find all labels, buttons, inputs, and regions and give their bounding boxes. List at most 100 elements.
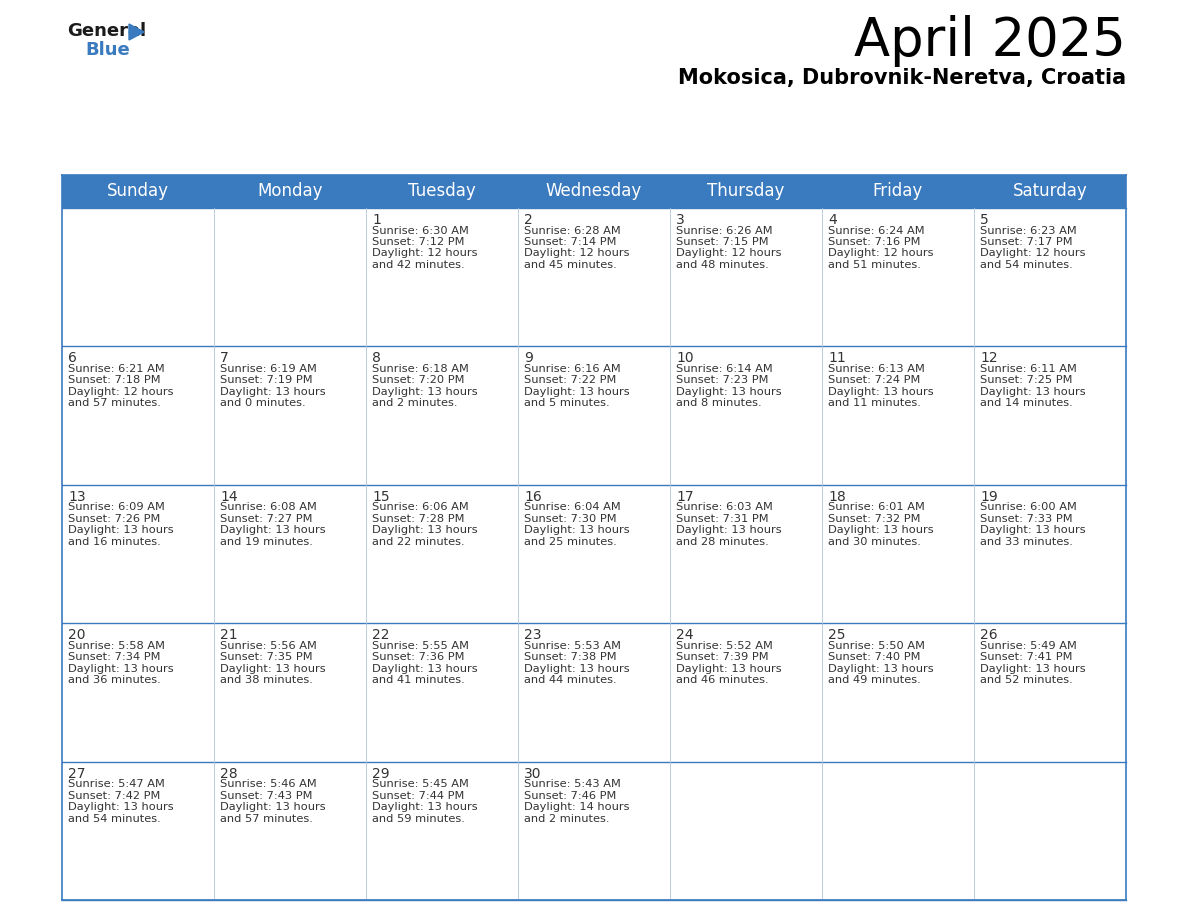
Text: Sunset: 7:35 PM: Sunset: 7:35 PM: [220, 652, 312, 662]
Text: Sunrise: 5:43 AM: Sunrise: 5:43 AM: [524, 779, 621, 789]
Text: and 22 minutes.: and 22 minutes.: [372, 537, 465, 547]
Text: Sunset: 7:28 PM: Sunset: 7:28 PM: [372, 514, 465, 524]
Text: 3: 3: [676, 213, 684, 227]
Text: 10: 10: [676, 352, 694, 365]
Text: Blue: Blue: [86, 41, 129, 59]
Text: Sunset: 7:40 PM: Sunset: 7:40 PM: [828, 652, 921, 662]
Text: and 46 minutes.: and 46 minutes.: [676, 676, 769, 685]
Text: Sunset: 7:24 PM: Sunset: 7:24 PM: [828, 375, 921, 386]
Text: and 48 minutes.: and 48 minutes.: [676, 260, 769, 270]
Text: Daylight: 13 hours: Daylight: 13 hours: [220, 386, 326, 397]
Text: Sunset: 7:41 PM: Sunset: 7:41 PM: [980, 652, 1073, 662]
Text: Sunset: 7:12 PM: Sunset: 7:12 PM: [372, 237, 465, 247]
Text: Daylight: 13 hours: Daylight: 13 hours: [828, 664, 934, 674]
Text: Sunrise: 6:16 AM: Sunrise: 6:16 AM: [524, 364, 621, 374]
Text: Sunrise: 5:45 AM: Sunrise: 5:45 AM: [372, 779, 469, 789]
Text: and 54 minutes.: and 54 minutes.: [980, 260, 1073, 270]
Text: 29: 29: [372, 767, 390, 780]
Text: 8: 8: [372, 352, 381, 365]
Text: Sunrise: 5:52 AM: Sunrise: 5:52 AM: [676, 641, 773, 651]
Text: April 2025: April 2025: [854, 15, 1126, 67]
Text: Daylight: 13 hours: Daylight: 13 hours: [220, 664, 326, 674]
Text: 30: 30: [524, 767, 542, 780]
Text: 16: 16: [524, 490, 542, 504]
Text: Sunrise: 5:46 AM: Sunrise: 5:46 AM: [220, 779, 317, 789]
Text: 11: 11: [828, 352, 846, 365]
Text: and 54 minutes.: and 54 minutes.: [68, 813, 160, 823]
Text: Sunset: 7:31 PM: Sunset: 7:31 PM: [676, 514, 769, 524]
Text: Daylight: 13 hours: Daylight: 13 hours: [524, 525, 630, 535]
Text: Sunrise: 6:11 AM: Sunrise: 6:11 AM: [980, 364, 1076, 374]
Text: Daylight: 13 hours: Daylight: 13 hours: [980, 386, 1086, 397]
Text: 20: 20: [68, 628, 86, 643]
Text: and 57 minutes.: and 57 minutes.: [68, 398, 160, 409]
Text: 4: 4: [828, 213, 836, 227]
Text: Sunset: 7:17 PM: Sunset: 7:17 PM: [980, 237, 1073, 247]
Text: and 33 minutes.: and 33 minutes.: [980, 537, 1073, 547]
Text: Sunrise: 6:19 AM: Sunrise: 6:19 AM: [220, 364, 317, 374]
Text: Sunrise: 6:23 AM: Sunrise: 6:23 AM: [980, 226, 1076, 236]
Text: Thursday: Thursday: [707, 183, 785, 200]
Text: Sunset: 7:15 PM: Sunset: 7:15 PM: [676, 237, 769, 247]
Text: and 14 minutes.: and 14 minutes.: [980, 398, 1073, 409]
Text: Sunrise: 6:01 AM: Sunrise: 6:01 AM: [828, 502, 925, 512]
Text: Daylight: 13 hours: Daylight: 13 hours: [372, 525, 478, 535]
Text: Sunset: 7:32 PM: Sunset: 7:32 PM: [828, 514, 921, 524]
Text: Daylight: 13 hours: Daylight: 13 hours: [372, 386, 478, 397]
Text: 1: 1: [372, 213, 381, 227]
Text: Sunset: 7:18 PM: Sunset: 7:18 PM: [68, 375, 160, 386]
Text: Sunrise: 5:56 AM: Sunrise: 5:56 AM: [220, 641, 317, 651]
Text: 25: 25: [828, 628, 846, 643]
Text: Daylight: 13 hours: Daylight: 13 hours: [524, 386, 630, 397]
Text: Sunset: 7:30 PM: Sunset: 7:30 PM: [524, 514, 617, 524]
Text: Sunrise: 6:03 AM: Sunrise: 6:03 AM: [676, 502, 773, 512]
Text: Sunrise: 6:18 AM: Sunrise: 6:18 AM: [372, 364, 469, 374]
Text: Sunrise: 5:58 AM: Sunrise: 5:58 AM: [68, 641, 165, 651]
Text: Daylight: 13 hours: Daylight: 13 hours: [220, 525, 326, 535]
Text: Sunrise: 6:13 AM: Sunrise: 6:13 AM: [828, 364, 925, 374]
Text: Daylight: 13 hours: Daylight: 13 hours: [68, 802, 173, 812]
Text: Sunset: 7:33 PM: Sunset: 7:33 PM: [980, 514, 1073, 524]
Text: 15: 15: [372, 490, 390, 504]
Text: Sunrise: 6:28 AM: Sunrise: 6:28 AM: [524, 226, 621, 236]
Text: Sunrise: 5:53 AM: Sunrise: 5:53 AM: [524, 641, 621, 651]
Text: Daylight: 12 hours: Daylight: 12 hours: [676, 249, 782, 259]
Text: Daylight: 13 hours: Daylight: 13 hours: [676, 525, 782, 535]
Text: 28: 28: [220, 767, 238, 780]
Text: 18: 18: [828, 490, 846, 504]
Text: Sunset: 7:22 PM: Sunset: 7:22 PM: [524, 375, 617, 386]
Text: Tuesday: Tuesday: [409, 183, 476, 200]
Text: Daylight: 13 hours: Daylight: 13 hours: [676, 664, 782, 674]
Text: Daylight: 13 hours: Daylight: 13 hours: [828, 386, 934, 397]
Text: 21: 21: [220, 628, 238, 643]
Text: 5: 5: [980, 213, 988, 227]
Text: and 16 minutes.: and 16 minutes.: [68, 537, 160, 547]
Text: Sunset: 7:46 PM: Sunset: 7:46 PM: [524, 790, 617, 800]
Text: Daylight: 13 hours: Daylight: 13 hours: [828, 525, 934, 535]
Text: Sunset: 7:27 PM: Sunset: 7:27 PM: [220, 514, 312, 524]
Text: Daylight: 13 hours: Daylight: 13 hours: [68, 525, 173, 535]
Text: Sunset: 7:34 PM: Sunset: 7:34 PM: [68, 652, 160, 662]
Text: Sunset: 7:23 PM: Sunset: 7:23 PM: [676, 375, 769, 386]
Text: and 28 minutes.: and 28 minutes.: [676, 537, 769, 547]
Text: Sunrise: 6:14 AM: Sunrise: 6:14 AM: [676, 364, 772, 374]
Text: Daylight: 13 hours: Daylight: 13 hours: [372, 802, 478, 812]
Text: 17: 17: [676, 490, 694, 504]
Text: and 11 minutes.: and 11 minutes.: [828, 398, 921, 409]
Text: Sunset: 7:19 PM: Sunset: 7:19 PM: [220, 375, 312, 386]
Text: Sunset: 7:16 PM: Sunset: 7:16 PM: [828, 237, 921, 247]
Text: Sunset: 7:36 PM: Sunset: 7:36 PM: [372, 652, 465, 662]
Text: General: General: [67, 22, 146, 40]
Text: Sunrise: 6:30 AM: Sunrise: 6:30 AM: [372, 226, 469, 236]
Text: Sunset: 7:42 PM: Sunset: 7:42 PM: [68, 790, 160, 800]
Text: Sunset: 7:25 PM: Sunset: 7:25 PM: [980, 375, 1073, 386]
Text: and 5 minutes.: and 5 minutes.: [524, 398, 609, 409]
Text: Sunset: 7:20 PM: Sunset: 7:20 PM: [372, 375, 465, 386]
Text: and 19 minutes.: and 19 minutes.: [220, 537, 312, 547]
Text: Sunrise: 6:08 AM: Sunrise: 6:08 AM: [220, 502, 317, 512]
Text: Sunrise: 5:47 AM: Sunrise: 5:47 AM: [68, 779, 165, 789]
Text: Daylight: 12 hours: Daylight: 12 hours: [68, 386, 173, 397]
Text: Wednesday: Wednesday: [545, 183, 643, 200]
Text: and 51 minutes.: and 51 minutes.: [828, 260, 921, 270]
Text: Daylight: 13 hours: Daylight: 13 hours: [524, 664, 630, 674]
